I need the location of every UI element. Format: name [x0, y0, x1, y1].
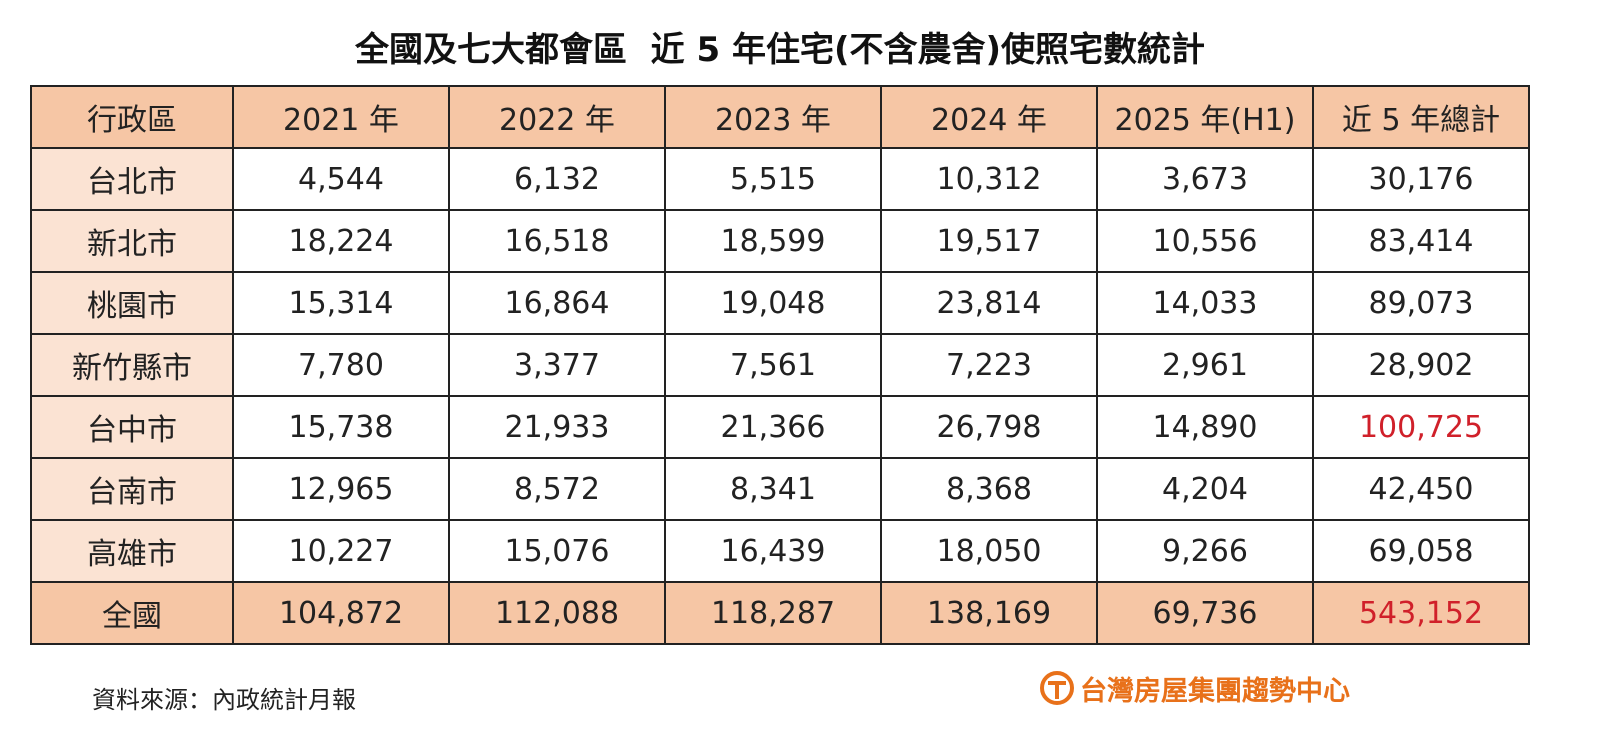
table-cell: 6,132	[448, 147, 666, 211]
table-cell: 7,223	[880, 333, 1098, 397]
table-cell: 14,890	[1096, 395, 1314, 459]
table-row: 新北市 18,224 16,518 18,599 19,517 10,556 83,414	[30, 209, 1530, 273]
table-cell: 15,076	[448, 519, 666, 583]
table-cell: 15,738	[232, 395, 450, 459]
header-row: 行政區 2021 年 2022 年 2023 年 2024 年 2025 年(H1) 近 5…	[30, 85, 1530, 149]
row-label: 新竹縣市	[30, 333, 234, 397]
table-cell: 89,073	[1312, 271, 1530, 335]
header-cell: 2021 年	[232, 85, 450, 149]
table-cell: 30,176	[1312, 147, 1530, 211]
table-cell: 23,814	[880, 271, 1098, 335]
table-cell: 10,227	[232, 519, 450, 583]
table-cell: 16,518	[448, 209, 666, 273]
header-cell: 2022 年	[448, 85, 666, 149]
table-cell: 10,312	[880, 147, 1098, 211]
table-row: 台南市 12,965 8,572 8,341 8,368 4,204 42,450	[30, 457, 1530, 521]
header-cell: 2023 年	[664, 85, 882, 149]
table-cell: 69,736	[1096, 581, 1314, 645]
table-cell: 26,798	[880, 395, 1098, 459]
table-cell: 4,544	[232, 147, 450, 211]
table-cell: 9,266	[1096, 519, 1314, 583]
table-cell: 2,961	[1096, 333, 1314, 397]
table-cell: 104,872	[232, 581, 450, 645]
table-row: 台中市 15,738 21,933 21,366 26,798 14,890 100,725	[30, 395, 1530, 459]
table-cell: 16,864	[448, 271, 666, 335]
row-label: 台北市	[30, 147, 234, 211]
table-cell: 16,439	[664, 519, 882, 583]
table-cell: 8,368	[880, 457, 1098, 521]
table-row: 高雄市 10,227 15,076 16,439 18,050 9,266 69,058	[30, 519, 1530, 583]
row-label: 台南市	[30, 457, 234, 521]
row-label: 高雄市	[30, 519, 234, 583]
table-cell: 21,933	[448, 395, 666, 459]
table-cell: 14,033	[1096, 271, 1314, 335]
table-cell: 100,725	[1312, 395, 1530, 459]
row-label: 桃園市	[30, 271, 234, 335]
header-cell: 行政區	[30, 85, 234, 149]
table-cell: 18,599	[664, 209, 882, 273]
table-cell: 15,314	[232, 271, 450, 335]
table-cell: 8,572	[448, 457, 666, 521]
table-cell: 19,048	[664, 271, 882, 335]
table-cell: 112,088	[448, 581, 666, 645]
table-cell: 3,673	[1096, 147, 1314, 211]
table-cell: 4,204	[1096, 457, 1314, 521]
table-cell: 8,341	[664, 457, 882, 521]
row-label: 台中市	[30, 395, 234, 459]
table-cell: 7,561	[664, 333, 882, 397]
logo: 台灣房屋集團趨勢中心	[1040, 668, 1350, 708]
table-cell: 138,169	[880, 581, 1098, 645]
table-cell: 28,902	[1312, 333, 1530, 397]
table-cell: 21,366	[664, 395, 882, 459]
table-cell: 19,517	[880, 209, 1098, 273]
source-note: 資料來源：內政統計月報	[92, 686, 356, 714]
row-label: 全國	[30, 581, 234, 645]
table-cell: 5,515	[664, 147, 882, 211]
table-row: 新竹縣市 7,780 3,377 7,561 7,223 2,961 28,902	[30, 333, 1530, 397]
table-cell: 7,780	[232, 333, 450, 397]
table-cell: 3,377	[448, 333, 666, 397]
table-cell: 543,152	[1312, 581, 1530, 645]
table-cell: 12,965	[232, 457, 450, 521]
header-cell: 2024 年	[880, 85, 1098, 149]
table-row: 全國 104,872 112,088 118,287 138,169 69,736 543,…	[30, 581, 1530, 645]
table-cell: 69,058	[1312, 519, 1530, 583]
table-cell: 18,224	[232, 209, 450, 273]
table-row: 桃園市 15,314 16,864 19,048 23,814 14,033 89,073	[30, 271, 1530, 335]
logo-text: 台灣房屋集團趨勢中心	[1080, 675, 1350, 707]
table-row: 台北市 4,544 6,132 5,515 10,312 3,673 30,176	[30, 147, 1530, 211]
table-cell: 18,050	[880, 519, 1098, 583]
data-table: 行政區 2021 年 2022 年 2023 年 2024 年 2025 年(H1) 近 5…	[30, 85, 1530, 645]
logo-icon	[1040, 671, 1074, 705]
row-label: 新北市	[30, 209, 234, 273]
table-cell: 83,414	[1312, 209, 1530, 273]
table-cell: 42,450	[1312, 457, 1530, 521]
header-cell: 2025 年(H1)	[1096, 85, 1314, 149]
table-cell: 118,287	[664, 581, 882, 645]
header-cell: 近 5 年總計	[1312, 85, 1530, 149]
table-cell: 10,556	[1096, 209, 1314, 273]
title: 全國及七大都會區 近 5 年住宅(不含農舍)使照宅數統計	[354, 30, 1206, 70]
